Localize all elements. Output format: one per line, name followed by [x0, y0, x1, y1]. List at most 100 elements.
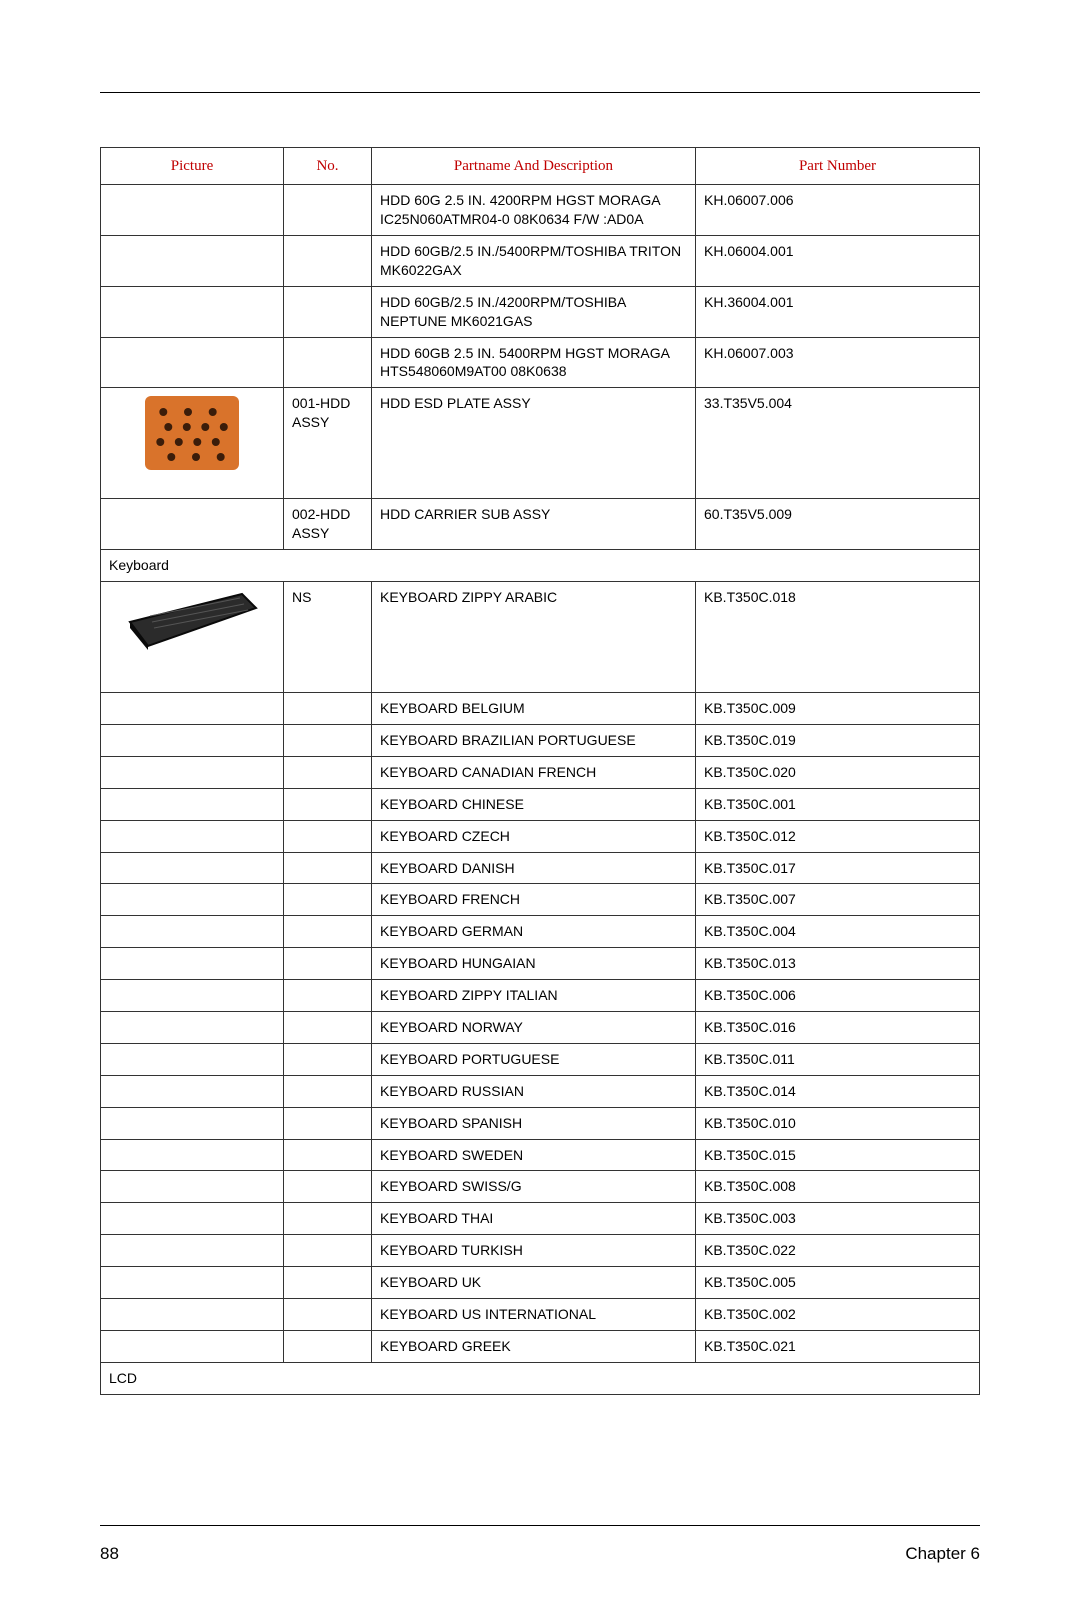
table-row: KEYBOARD RUSSIANKB.T350C.014 — [101, 1075, 980, 1107]
picture-cell — [101, 916, 284, 948]
part-cell: KH.36004.001 — [696, 286, 980, 337]
desc-cell: KEYBOARD FRENCH — [372, 884, 696, 916]
part-cell: KB.T350C.011 — [696, 1043, 980, 1075]
part-cell: KH.06007.006 — [696, 185, 980, 236]
no-cell — [284, 948, 372, 980]
part-cell: KB.T350C.005 — [696, 1267, 980, 1299]
section-row: LCD — [101, 1362, 980, 1394]
picture-cell — [101, 185, 284, 236]
page-footer: 88 Chapter 6 — [100, 1544, 980, 1564]
table-row: KEYBOARD NORWAYKB.T350C.016 — [101, 1011, 980, 1043]
table-row: NSKEYBOARD ZIPPY ARABICKB.T350C.018 — [101, 582, 980, 693]
no-cell — [284, 1203, 372, 1235]
picture-cell — [101, 980, 284, 1012]
no-cell — [284, 1298, 372, 1330]
no-cell — [284, 820, 372, 852]
desc-cell: KEYBOARD SWEDEN — [372, 1139, 696, 1171]
picture-cell — [101, 1107, 284, 1139]
desc-cell: HDD 60GB/2.5 IN./5400RPM/TOSHIBA TRITON … — [372, 236, 696, 287]
no-cell — [284, 852, 372, 884]
desc-cell: KEYBOARD BELGIUM — [372, 693, 696, 725]
part-cell: KB.T350C.017 — [696, 852, 980, 884]
table-row: KEYBOARD PORTUGUESEKB.T350C.011 — [101, 1043, 980, 1075]
desc-cell: KEYBOARD UK — [372, 1267, 696, 1299]
picture-cell — [101, 693, 284, 725]
no-cell — [284, 724, 372, 756]
table-row: KEYBOARD CHINESEKB.T350C.001 — [101, 788, 980, 820]
table-row: HDD 60GB/2.5 IN./4200RPM/TOSHIBA NEPTUNE… — [101, 286, 980, 337]
desc-cell: KEYBOARD GERMAN — [372, 916, 696, 948]
section-label: Keyboard — [101, 550, 980, 582]
desc-cell: KEYBOARD CANADIAN FRENCH — [372, 756, 696, 788]
table-row: HDD 60G 2.5 IN. 4200RPM HGST MORAGA IC25… — [101, 185, 980, 236]
picture-cell — [101, 1011, 284, 1043]
desc-cell: KEYBOARD CHINESE — [372, 788, 696, 820]
part-cell: KB.T350C.010 — [696, 1107, 980, 1139]
table-row: 002-HDD ASSYHDD CARRIER SUB ASSY60.T35V5… — [101, 499, 980, 550]
no-cell — [284, 1011, 372, 1043]
table-row: HDD 60GB 2.5 IN. 5400RPM HGST MORAGA HTS… — [101, 337, 980, 388]
table-row: KEYBOARD THAIKB.T350C.003 — [101, 1203, 980, 1235]
no-cell — [284, 1107, 372, 1139]
part-cell: 33.T35V5.004 — [696, 388, 980, 499]
desc-cell: KEYBOARD ZIPPY ARABIC — [372, 582, 696, 693]
table-row: KEYBOARD GREEKKB.T350C.021 — [101, 1330, 980, 1362]
table-row: 001-HDD ASSYHDD ESD PLATE ASSY33.T35V5.0… — [101, 388, 980, 499]
no-cell: 002-HDD ASSY — [284, 499, 372, 550]
desc-cell: KEYBOARD GREEK — [372, 1330, 696, 1362]
desc-cell: HDD ESD PLATE ASSY — [372, 388, 696, 499]
page: Picture No. Partname And Description Par… — [0, 0, 1080, 1624]
picture-cell — [101, 337, 284, 388]
no-cell — [284, 1043, 372, 1075]
bottom-divider — [100, 1525, 980, 1526]
part-cell: 60.T35V5.009 — [696, 499, 980, 550]
table-row: KEYBOARD TURKISHKB.T350C.022 — [101, 1235, 980, 1267]
part-cell: KB.T350C.012 — [696, 820, 980, 852]
no-cell — [284, 980, 372, 1012]
table-row: KEYBOARD FRENCHKB.T350C.007 — [101, 884, 980, 916]
no-cell — [284, 756, 372, 788]
desc-cell: KEYBOARD HUNGAIAN — [372, 948, 696, 980]
table-row: KEYBOARD GERMANKB.T350C.004 — [101, 916, 980, 948]
picture-cell — [101, 788, 284, 820]
part-cell: KB.T350C.020 — [696, 756, 980, 788]
part-cell: KB.T350C.018 — [696, 582, 980, 693]
table-row: KEYBOARD BELGIUMKB.T350C.009 — [101, 693, 980, 725]
desc-cell: KEYBOARD DANISH — [372, 852, 696, 884]
part-cell: KB.T350C.021 — [696, 1330, 980, 1362]
part-cell: KB.T350C.001 — [696, 788, 980, 820]
picture-cell — [101, 724, 284, 756]
table-row: KEYBOARD UKKB.T350C.005 — [101, 1267, 980, 1299]
no-cell — [284, 1075, 372, 1107]
table-header-row: Picture No. Partname And Description Par… — [101, 148, 980, 185]
picture-cell — [101, 1171, 284, 1203]
picture-cell — [101, 286, 284, 337]
desc-cell: KEYBOARD PORTUGUESE — [372, 1043, 696, 1075]
part-cell: KB.T350C.003 — [696, 1203, 980, 1235]
top-divider — [100, 92, 980, 93]
header-desc: Partname And Description — [372, 148, 696, 185]
picture-cell — [101, 884, 284, 916]
table-row: HDD 60GB/2.5 IN./5400RPM/TOSHIBA TRITON … — [101, 236, 980, 287]
part-cell: KB.T350C.019 — [696, 724, 980, 756]
part-cell: KB.T350C.014 — [696, 1075, 980, 1107]
picture-cell — [101, 499, 284, 550]
table-row: KEYBOARD ZIPPY ITALIANKB.T350C.006 — [101, 980, 980, 1012]
table-row: KEYBOARD BRAZILIAN PORTUGUESEKB.T350C.01… — [101, 724, 980, 756]
part-cell: KB.T350C.007 — [696, 884, 980, 916]
desc-cell: KEYBOARD CZECH — [372, 820, 696, 852]
no-cell: NS — [284, 582, 372, 693]
desc-cell: KEYBOARD US INTERNATIONAL — [372, 1298, 696, 1330]
table-row: KEYBOARD CZECHKB.T350C.012 — [101, 820, 980, 852]
desc-cell: KEYBOARD ZIPPY ITALIAN — [372, 980, 696, 1012]
picture-cell — [101, 756, 284, 788]
no-cell — [284, 337, 372, 388]
section-row: Keyboard — [101, 550, 980, 582]
picture-cell — [101, 1075, 284, 1107]
picture-cell — [101, 582, 284, 693]
desc-cell: HDD 60GB/2.5 IN./4200RPM/TOSHIBA NEPTUNE… — [372, 286, 696, 337]
part-cell: KH.06007.003 — [696, 337, 980, 388]
part-cell: KB.T350C.008 — [696, 1171, 980, 1203]
part-cell: KH.06004.001 — [696, 236, 980, 287]
desc-cell: HDD 60G 2.5 IN. 4200RPM HGST MORAGA IC25… — [372, 185, 696, 236]
